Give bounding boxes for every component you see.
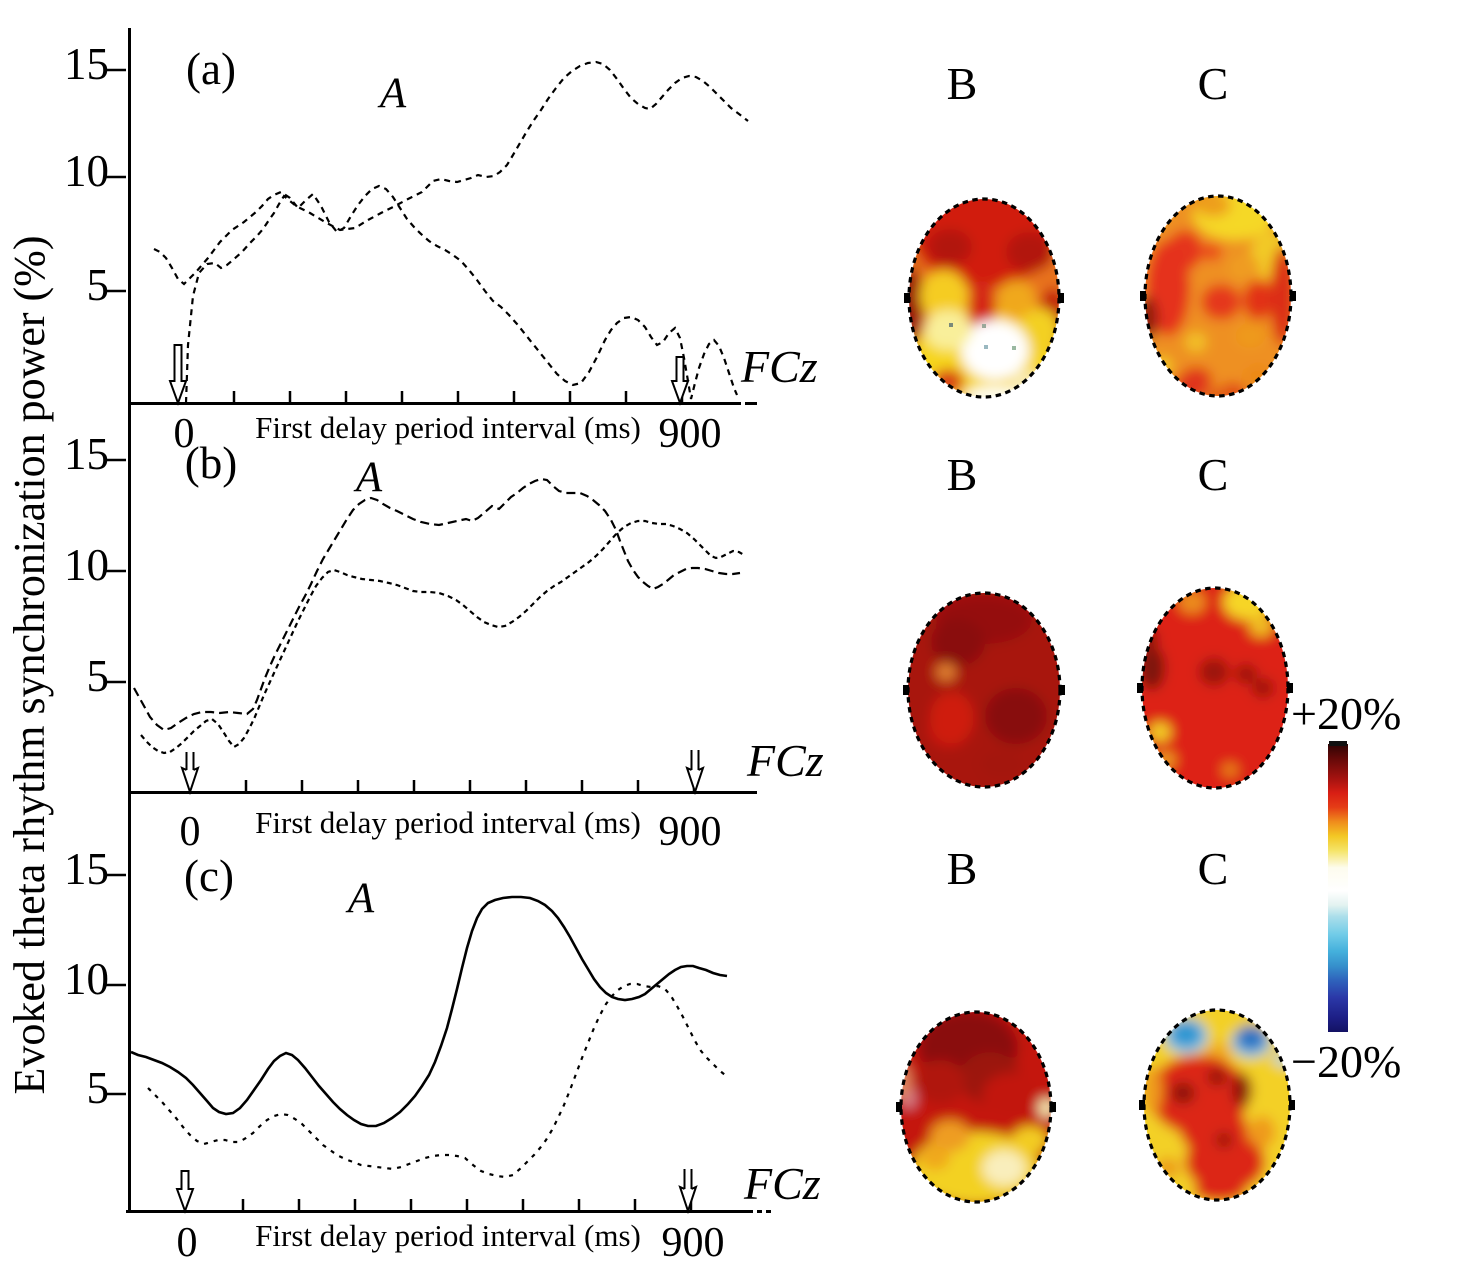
svg-text:(b): (b) [185, 438, 237, 488]
svg-text:5: 5 [87, 260, 110, 310]
svg-text:−20%: −20% [1291, 1036, 1401, 1087]
svg-text:15: 15 [64, 39, 109, 89]
svg-text:A: A [377, 70, 407, 117]
svg-text:+20%: +20% [1291, 688, 1401, 739]
svg-text:A: A [345, 875, 375, 922]
svg-text:(a): (a) [186, 44, 236, 94]
svg-text:B: B [947, 58, 978, 109]
svg-text:B: B [947, 449, 978, 500]
svg-text:0: 0 [177, 1220, 198, 1266]
svg-text:C: C [1198, 449, 1229, 500]
svg-text:First delay period interval (m: First delay period interval (ms) [255, 410, 641, 445]
svg-text:Evoked theta rhythm synchroniz: Evoked theta rhythm synchronization powe… [5, 236, 54, 1095]
svg-text:First delay period interval (m: First delay period interval (ms) [255, 1218, 641, 1253]
svg-text:FCz: FCz [740, 341, 818, 392]
svg-text:B: B [947, 843, 978, 894]
svg-text:15: 15 [64, 844, 109, 894]
svg-text:C: C [1198, 58, 1229, 109]
svg-text:10: 10 [64, 146, 109, 196]
svg-text:FCz: FCz [746, 735, 824, 786]
svg-text:10: 10 [64, 954, 109, 1004]
svg-text:900: 900 [659, 411, 722, 457]
svg-text:0: 0 [174, 411, 195, 457]
svg-text:5: 5 [87, 651, 110, 701]
svg-text:0: 0 [180, 809, 201, 855]
svg-text:15: 15 [64, 429, 109, 479]
svg-text:A: A [353, 454, 383, 501]
svg-text:10: 10 [64, 540, 109, 590]
svg-text:C: C [1198, 843, 1229, 894]
svg-text:900: 900 [662, 1220, 725, 1266]
svg-text:FCz: FCz [743, 1158, 821, 1209]
svg-text:900: 900 [659, 809, 722, 855]
svg-text:5: 5 [87, 1063, 110, 1113]
svg-text:(c): (c) [184, 851, 234, 901]
svg-text:First delay period interval (m: First delay period interval (ms) [255, 805, 641, 840]
